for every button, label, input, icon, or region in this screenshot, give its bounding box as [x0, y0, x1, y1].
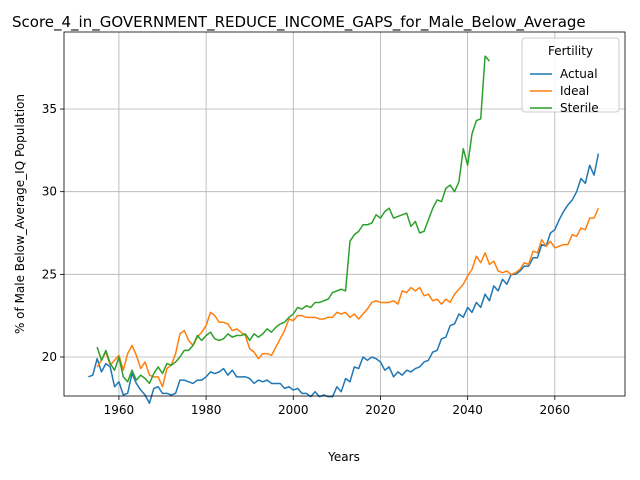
x-tick-label: 2020 — [365, 403, 396, 417]
y-tick-label: 30 — [42, 185, 57, 199]
chart-title: Score_4_in_GOVERNMENT_REDUCE_INCOME_GAPS… — [12, 13, 586, 32]
line-series — [96, 55, 491, 385]
x-tick-label: 1980 — [191, 403, 222, 417]
legend-label: Ideal — [560, 84, 589, 98]
x-axis-label: Years — [327, 450, 360, 464]
plot-frame — [63, 31, 626, 397]
legend-label: Sterile — [560, 101, 599, 115]
legend-title: Fertility — [548, 44, 593, 58]
x-tick-label: 2000 — [278, 403, 309, 417]
y-tick-label: 35 — [42, 102, 57, 116]
x-tick-label: 2040 — [452, 403, 483, 417]
x-tick-label: 1960 — [104, 403, 135, 417]
legend-label: Actual — [560, 67, 598, 81]
x-tick-label: 2060 — [540, 403, 571, 417]
line-series — [88, 153, 600, 405]
legend-box — [521, 37, 620, 113]
line-series — [96, 207, 600, 388]
y-tick-label: 25 — [42, 267, 57, 281]
y-tick-label: 20 — [42, 350, 57, 364]
y-axis-label: % of Male Below_Average_IQ Population — [13, 94, 27, 334]
legend: Fertility Actual Ideal Sterile — [521, 37, 620, 115]
